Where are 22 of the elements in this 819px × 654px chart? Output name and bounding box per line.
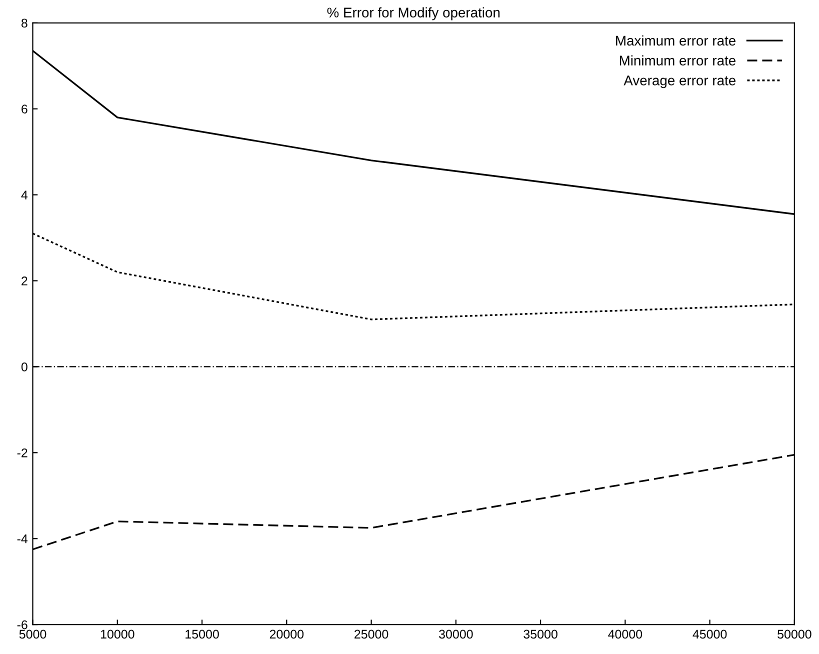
x-tick-label: 25000 (354, 630, 388, 639)
x-tick-label: 15000 (186, 630, 219, 639)
y-tick-label: 4 (21, 190, 28, 200)
x-tick-label: 40000 (608, 630, 642, 639)
x-tick-label: 20000 (270, 630, 304, 639)
x-tick-label: 35000 (524, 630, 558, 639)
y-tick-label: 0 (21, 362, 28, 372)
y-tick-label: -4 (17, 534, 28, 544)
y-tick-label: -2 (17, 448, 28, 458)
legend-label: Minimum error rate (620, 55, 736, 66)
y-tick-label: -6 (17, 620, 28, 630)
legend-label: Average error rate (624, 76, 736, 88)
y-tick-label: 2 (22, 276, 28, 286)
x-tick-label: 45000 (692, 630, 727, 639)
x-tick-label: 5000 (19, 630, 46, 639)
y-tick-label: 8 (21, 18, 28, 28)
chart-title: % Error for Modify operation (327, 7, 500, 20)
legend-label: Maximum error rate (616, 35, 736, 46)
x-tick-label: 50000 (778, 630, 812, 639)
x-tick-label: 30000 (439, 630, 473, 639)
y-tick-label: 6 (22, 104, 28, 114)
x-tick-label: 10000 (100, 630, 134, 639)
